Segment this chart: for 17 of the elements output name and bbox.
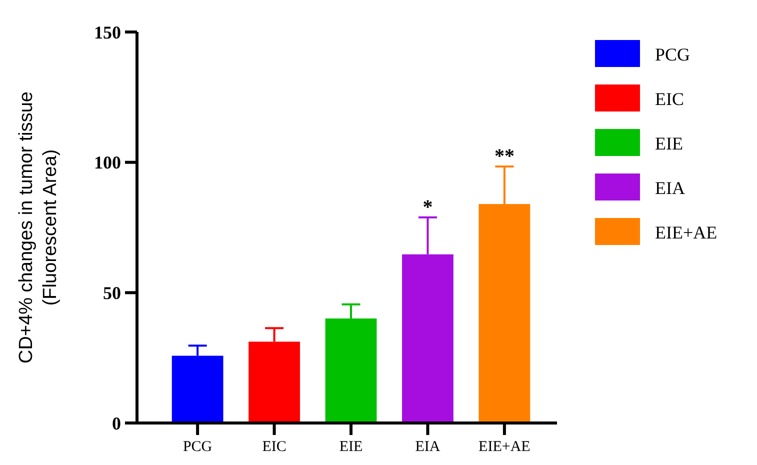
x-tick-label: PCG bbox=[182, 439, 212, 455]
y-axis-title: CD+4% changes in tumor tissue (Fluorescent Area) bbox=[16, 92, 61, 364]
y-tick-label: 50 bbox=[103, 282, 121, 303]
annotation: * bbox=[422, 196, 433, 218]
legend-label: EIE bbox=[655, 133, 683, 154]
x-tick-label: EIA bbox=[415, 439, 440, 455]
y-tick-label: 0 bbox=[112, 413, 121, 434]
legend-label: EIA bbox=[655, 178, 685, 198]
x-tick-label: EIE+AE bbox=[478, 439, 530, 455]
x-tick-label: EIC bbox=[262, 439, 286, 455]
y-tick-label: 150 bbox=[94, 22, 121, 42]
legend-label: PCG bbox=[655, 44, 690, 64]
x-tick-label: EIE bbox=[339, 439, 363, 455]
legend-label: EIE+AE bbox=[655, 222, 718, 242]
legend-label: EIC bbox=[655, 88, 684, 109]
annotation: ** bbox=[494, 146, 514, 168]
y-tick-label: 100 bbox=[94, 152, 121, 173]
